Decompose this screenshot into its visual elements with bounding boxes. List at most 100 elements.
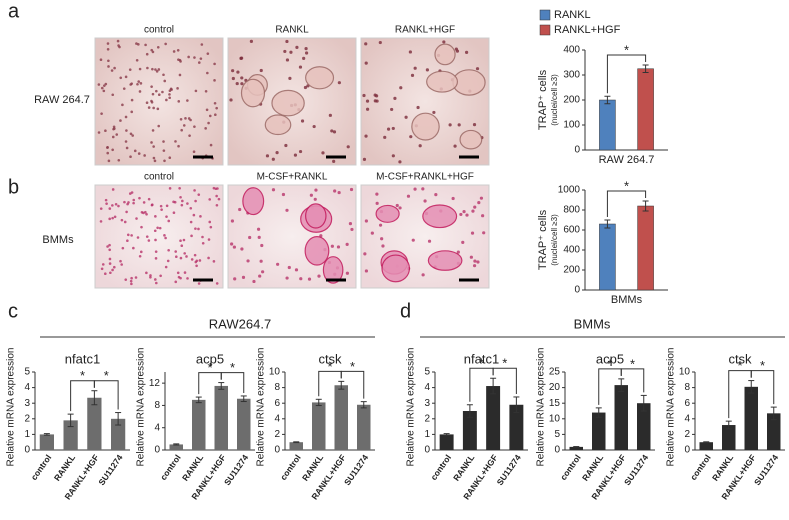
cell [425, 68, 429, 72]
cell [481, 214, 485, 218]
bar [63, 420, 78, 450]
cell [362, 93, 366, 98]
bar [237, 398, 251, 450]
cell [178, 73, 182, 77]
y-tick-label: 3 [424, 398, 430, 409]
bar [767, 413, 781, 450]
cell [285, 39, 289, 44]
cell [206, 71, 209, 75]
cell [130, 82, 133, 85]
cell [207, 238, 211, 241]
cell [130, 276, 133, 280]
cell [256, 227, 261, 231]
image-label: M-CSF+RANKL+HGF [376, 172, 474, 183]
y-tick-label: 600 [563, 225, 580, 236]
cell [145, 101, 149, 105]
cell [284, 143, 288, 148]
cell [215, 106, 218, 110]
cell [130, 234, 133, 237]
cell [147, 106, 151, 109]
cell [179, 195, 182, 199]
cell [100, 267, 104, 271]
cell [178, 186, 181, 190]
osteoclast [305, 66, 335, 90]
cell [465, 213, 469, 217]
cell [206, 52, 210, 55]
cell [151, 129, 155, 132]
cell [472, 122, 477, 127]
cell [162, 140, 165, 143]
cell [304, 51, 309, 55]
chart-title: nfatc1 [464, 351, 499, 366]
significance-label: * [624, 42, 629, 57]
cell [442, 40, 446, 44]
cell [163, 159, 166, 163]
cell [124, 140, 128, 143]
cell [304, 47, 308, 51]
y-tick-label: 5 [24, 367, 30, 378]
bar [439, 434, 454, 450]
cell [201, 235, 204, 239]
cell [142, 201, 146, 204]
cell [164, 265, 168, 269]
cell [103, 84, 106, 87]
osteoclast [242, 187, 265, 216]
cell [165, 98, 168, 102]
bar [592, 412, 606, 450]
cell [130, 282, 133, 286]
cell [97, 131, 101, 134]
cell [140, 225, 143, 229]
y-tick-label: 5 [554, 429, 560, 440]
image-label: RANKL+HGF [395, 25, 455, 36]
cell [122, 87, 126, 90]
y-tick-label: 0 [684, 445, 690, 456]
osteoclast [375, 204, 400, 223]
y-axis-label: TRAP⁺ cells [537, 209, 549, 270]
cell [138, 90, 142, 93]
y-tick-label: 25 [549, 367, 561, 378]
cell [249, 39, 253, 43]
significance-bracket [750, 370, 775, 405]
significance-label: * [230, 360, 235, 375]
cell [189, 220, 193, 224]
x-tick-label: control [29, 453, 54, 482]
cell [111, 135, 115, 139]
cell [150, 203, 154, 207]
cell [176, 48, 180, 52]
cell [240, 82, 244, 86]
cell [186, 202, 189, 205]
cell [281, 192, 286, 197]
y-tick-label: 4 [424, 382, 430, 393]
cell [162, 149, 166, 152]
chart-title: ctsk [728, 351, 752, 366]
cell [236, 70, 240, 74]
cell [411, 238, 415, 242]
cell [124, 115, 128, 119]
cell [111, 93, 115, 97]
cell [124, 75, 128, 79]
cell [194, 260, 198, 264]
y-tick-label: 2 [274, 429, 280, 440]
cell [378, 40, 382, 45]
y-tick-label: 10 [549, 413, 561, 424]
cell [130, 98, 134, 102]
cell [153, 159, 157, 163]
cell [393, 96, 397, 100]
cell [476, 260, 480, 264]
cell [161, 90, 164, 94]
image-label: RANKL [275, 25, 309, 36]
cell [365, 99, 370, 103]
y-tick-label: 100 [563, 120, 580, 131]
cell [169, 87, 173, 91]
cell [285, 276, 289, 280]
cell [416, 105, 420, 110]
cell [477, 201, 481, 205]
cell [259, 68, 263, 73]
y-tick-label: 2 [424, 413, 430, 424]
cell [298, 65, 303, 69]
cell [152, 156, 156, 160]
significance-label: * [624, 178, 629, 193]
cell [105, 202, 108, 205]
osteoclast [322, 256, 344, 284]
bar [357, 404, 371, 450]
